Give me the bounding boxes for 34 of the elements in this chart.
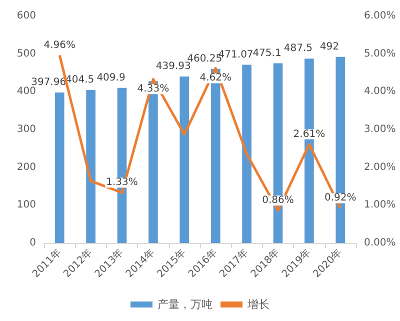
y2-tick-label: 5.00%	[364, 48, 396, 60]
y-tick-label: 300	[16, 124, 36, 135]
bar	[180, 76, 190, 243]
data-label: 4.96%	[44, 40, 76, 51]
data-label: 475.1	[252, 48, 282, 59]
data-label: 4.33%	[137, 84, 170, 95]
y2-tick-label: 3.00%	[364, 124, 396, 135]
y-tick-label: 100	[16, 200, 36, 211]
y2-tick-label: 2.00%	[364, 162, 396, 173]
y2-tick-label: 0.00%	[364, 238, 396, 248]
data-label: 397.96	[31, 76, 66, 88]
data-label: 409.9	[96, 72, 126, 84]
data-label: 2.61%	[293, 128, 326, 140]
data-label: 1.33%	[106, 177, 138, 188]
data-label: 492	[320, 41, 339, 52]
y2-tick-label: 6.00%	[364, 10, 396, 22]
bar	[54, 92, 64, 243]
data-label: 404.5	[65, 74, 94, 86]
data-label: 0.86%	[262, 194, 294, 206]
data-label: 439.93	[156, 61, 191, 72]
y2-tick-label: 1.00%	[364, 200, 396, 211]
bar	[86, 90, 96, 243]
data-label: 4.62%	[200, 72, 232, 84]
y2-tick-label: 4.00%	[364, 86, 396, 98]
data-label: 487.5	[284, 43, 313, 54]
y-tick-label: 500	[16, 48, 36, 60]
y-tick-label: 200	[16, 162, 36, 173]
y-tick-label: 0	[30, 238, 36, 248]
legend-label: 增长	[246, 298, 270, 311]
bar	[242, 64, 252, 243]
y-tick-label: 600	[16, 10, 36, 22]
legend-label: 产量，万吨	[158, 298, 212, 311]
y-tick-label: 400	[16, 86, 36, 98]
data-label: 0.92%	[324, 192, 356, 204]
